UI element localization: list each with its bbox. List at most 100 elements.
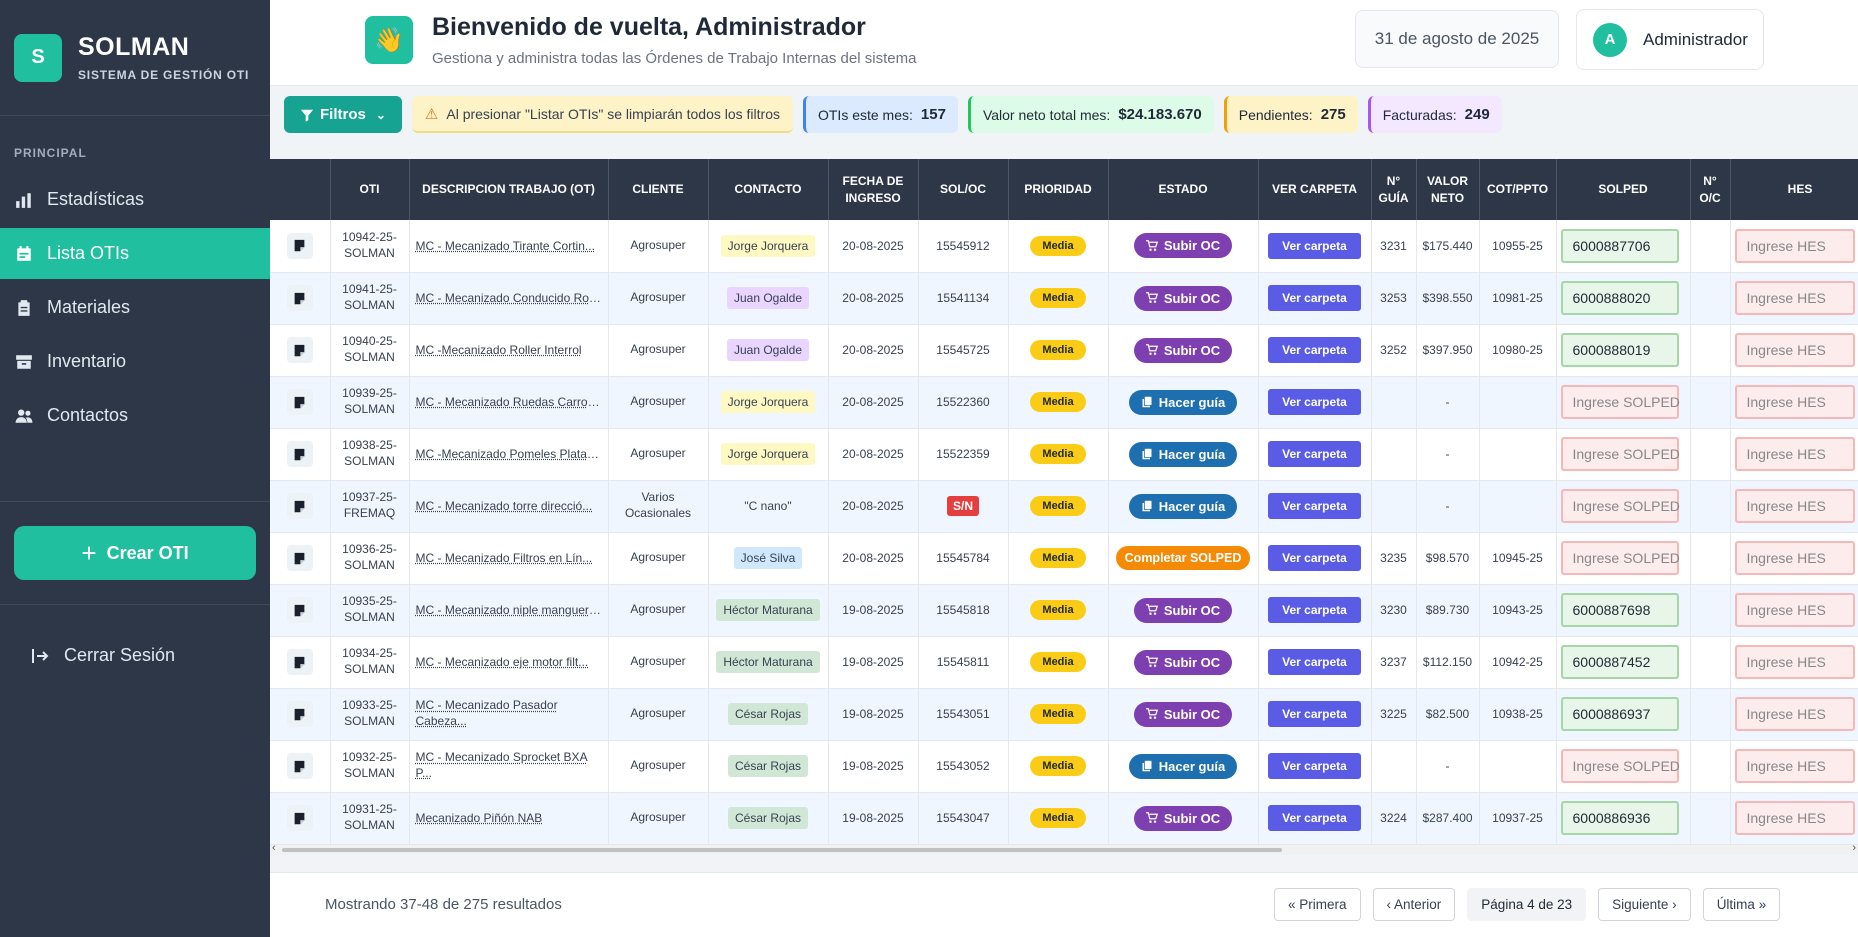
hes-input[interactable]: Ingrese HES: [1734, 541, 1855, 575]
table-row[interactable]: 10931-25-SOLMAN Mecanizado Piñón NAB Agros…: [270, 792, 1858, 845]
sidebar-item-contactos[interactable]: Contactos: [0, 390, 270, 441]
solped-input[interactable]: 6000887706: [1560, 228, 1679, 263]
status-action-button[interactable]: Hacer guía: [1128, 389, 1238, 415]
status-action-button[interactable]: Completar SOLPED: [1115, 546, 1251, 570]
status-action-button[interactable]: Subir OC: [1133, 597, 1233, 623]
status-action-button[interactable]: Subir OC: [1133, 337, 1233, 363]
view-folder-button[interactable]: Ver carpeta: [1268, 337, 1361, 363]
description-link[interactable]: MC - Mecanizado Conducido Roll...: [409, 272, 609, 325]
table-row[interactable]: 10934-25-SOLMAN MC - Mecanizado eje motor…: [270, 636, 1858, 689]
sidebar-item-estadisticas[interactable]: Estadísticas: [0, 174, 270, 225]
solped-input[interactable]: 6000886937: [1560, 697, 1679, 731]
status-action-button[interactable]: Subir OC: [1133, 233, 1233, 259]
table-row[interactable]: 10941-25-SOLMAN MC - Mecanizado Conducido…: [270, 272, 1858, 325]
description-link[interactable]: MC - Mecanizado torre direcció...: [409, 480, 609, 533]
view-folder-button[interactable]: Ver carpeta: [1268, 441, 1361, 467]
hes-input[interactable]: Ingrese HES: [1734, 489, 1855, 523]
solped-input[interactable]: 6000888020: [1560, 281, 1679, 315]
hes-input[interactable]: Ingrese HES: [1734, 697, 1855, 731]
table-row[interactable]: 10933-25-SOLMAN MC - Mecanizado Pasador C…: [270, 688, 1858, 741]
view-folder-button[interactable]: Ver carpeta: [1268, 649, 1361, 675]
user-menu[interactable]: A Administrador: [1576, 9, 1764, 70]
scroll-right-arrow-icon[interactable]: ›: [1852, 842, 1856, 854]
view-folder-button[interactable]: Ver carpeta: [1268, 493, 1361, 519]
previous-page-button[interactable]: ‹ Anterior: [1372, 888, 1456, 921]
hes-input[interactable]: Ingrese HES: [1734, 228, 1855, 263]
solped-input[interactable]: 6000887452: [1560, 645, 1679, 679]
description-link[interactable]: MC - Mecanizado Filtros en Lín...: [409, 532, 609, 585]
hes-input[interactable]: Ingrese HES: [1734, 281, 1855, 315]
status-action-button[interactable]: Hacer guía: [1128, 753, 1238, 779]
status-action-button[interactable]: Subir OC: [1133, 285, 1233, 311]
description-link[interactable]: MC - Mecanizado Tirante Cortin...: [409, 220, 609, 273]
hes-input[interactable]: Ingrese HES: [1734, 749, 1855, 783]
status-action-button[interactable]: Hacer guía: [1128, 441, 1238, 467]
description-link[interactable]: MC -Mecanizado Pomeles Platafo...: [409, 428, 609, 481]
next-page-button[interactable]: Siguiente ›: [1598, 888, 1691, 921]
status-action-button[interactable]: Subir OC: [1133, 805, 1233, 831]
scroll-left-arrow-icon[interactable]: ‹: [272, 842, 276, 854]
document-icon[interactable]: [286, 493, 313, 519]
description-link[interactable]: MC - Mecanizado Sprocket BXA P...: [409, 740, 609, 793]
last-page-button[interactable]: Última »: [1702, 888, 1781, 921]
view-folder-button[interactable]: Ver carpeta: [1268, 701, 1361, 727]
sidebar-item-lista-otis[interactable]: Lista OTIs: [0, 228, 270, 279]
solped-input[interactable]: Ingrese SOLPED: [1560, 489, 1680, 523]
description-link[interactable]: MC - Mecanizado Ruedas Carros ...: [409, 376, 609, 429]
scrollbar-thumb[interactable]: [282, 848, 1282, 852]
view-folder-button[interactable]: Ver carpeta: [1268, 232, 1361, 259]
solped-input[interactable]: Ingrese SOLPED: [1560, 541, 1680, 575]
table-row[interactable]: 10936-25-SOLMAN MC - Mecanizado Filtros e…: [270, 532, 1858, 585]
table-row[interactable]: 10942-25-SOLMAN MC - Mecanizado Tirante C…: [270, 220, 1858, 273]
document-icon[interactable]: [286, 232, 313, 259]
document-icon[interactable]: [286, 389, 313, 415]
view-folder-button[interactable]: Ver carpeta: [1268, 285, 1361, 311]
document-icon[interactable]: [286, 441, 313, 467]
document-icon[interactable]: [286, 805, 313, 831]
table-row[interactable]: 10935-25-SOLMAN MC - Mecanizado niple man…: [270, 584, 1858, 637]
solped-input[interactable]: 6000887698: [1560, 593, 1679, 627]
view-folder-button[interactable]: Ver carpeta: [1268, 753, 1361, 779]
solped-input[interactable]: 6000888019: [1560, 333, 1679, 367]
hes-input[interactable]: Ingrese HES: [1734, 385, 1855, 419]
document-icon[interactable]: [286, 753, 313, 779]
status-action-button[interactable]: Hacer guía: [1128, 493, 1238, 519]
view-folder-button[interactable]: Ver carpeta: [1268, 597, 1361, 623]
table-row[interactable]: 10938-25-SOLMAN MC -Mecanizado Pomeles Pl…: [270, 428, 1858, 481]
logout-button[interactable]: Cerrar Sesión: [0, 645, 270, 666]
status-action-button[interactable]: Subir OC: [1133, 649, 1233, 675]
description-link[interactable]: MC -Mecanizado Roller Interrol: [409, 324, 609, 377]
description-link[interactable]: MC - Mecanizado Pasador Cabeza...: [409, 688, 609, 741]
document-icon[interactable]: [286, 649, 313, 675]
solped-input[interactable]: 6000886936: [1560, 801, 1679, 835]
hes-input[interactable]: Ingrese HES: [1734, 593, 1855, 627]
filters-button[interactable]: Filtros ⌄: [284, 96, 402, 133]
solped-input[interactable]: Ingrese SOLPED: [1560, 385, 1680, 419]
hes-input[interactable]: Ingrese HES: [1734, 437, 1855, 471]
hes-input[interactable]: Ingrese HES: [1734, 645, 1855, 679]
horizontal-scrollbar[interactable]: ‹ ›: [270, 842, 1858, 855]
description-link[interactable]: MC - Mecanizado niple manguera...: [409, 584, 609, 637]
solped-input[interactable]: Ingrese SOLPED: [1560, 437, 1680, 471]
table-row[interactable]: 10940-25-SOLMAN MC -Mecanizado Roller Int…: [270, 324, 1858, 377]
first-page-button[interactable]: « Primera: [1274, 888, 1361, 921]
table-row[interactable]: 10939-25-SOLMAN MC - Mecanizado Ruedas Ca…: [270, 376, 1858, 429]
document-icon[interactable]: [286, 701, 313, 727]
view-folder-button[interactable]: Ver carpeta: [1268, 389, 1361, 415]
document-icon[interactable]: [286, 285, 313, 311]
sidebar-item-inventario[interactable]: Inventario: [0, 336, 270, 387]
hes-input[interactable]: Ingrese HES: [1734, 801, 1855, 835]
solped-input[interactable]: Ingrese SOLPED: [1560, 749, 1680, 783]
hes-input[interactable]: Ingrese HES: [1734, 333, 1855, 367]
status-action-button[interactable]: Subir OC: [1133, 701, 1233, 727]
description-link[interactable]: MC - Mecanizado eje motor filt...: [409, 636, 609, 689]
table-row[interactable]: 10932-25-SOLMAN MC - Mecanizado Sprocket …: [270, 740, 1858, 793]
document-icon[interactable]: [286, 597, 313, 623]
table-row[interactable]: 10937-25-FREMAQ MC - Mecanizado torre dir…: [270, 480, 1858, 533]
sidebar-item-materiales[interactable]: Materiales: [0, 282, 270, 333]
view-folder-button[interactable]: Ver carpeta: [1268, 545, 1361, 571]
description-link[interactable]: Mecanizado Piñón NAB: [409, 792, 609, 845]
document-icon[interactable]: [286, 545, 313, 571]
document-icon[interactable]: [286, 337, 313, 363]
view-folder-button[interactable]: Ver carpeta: [1268, 805, 1361, 831]
